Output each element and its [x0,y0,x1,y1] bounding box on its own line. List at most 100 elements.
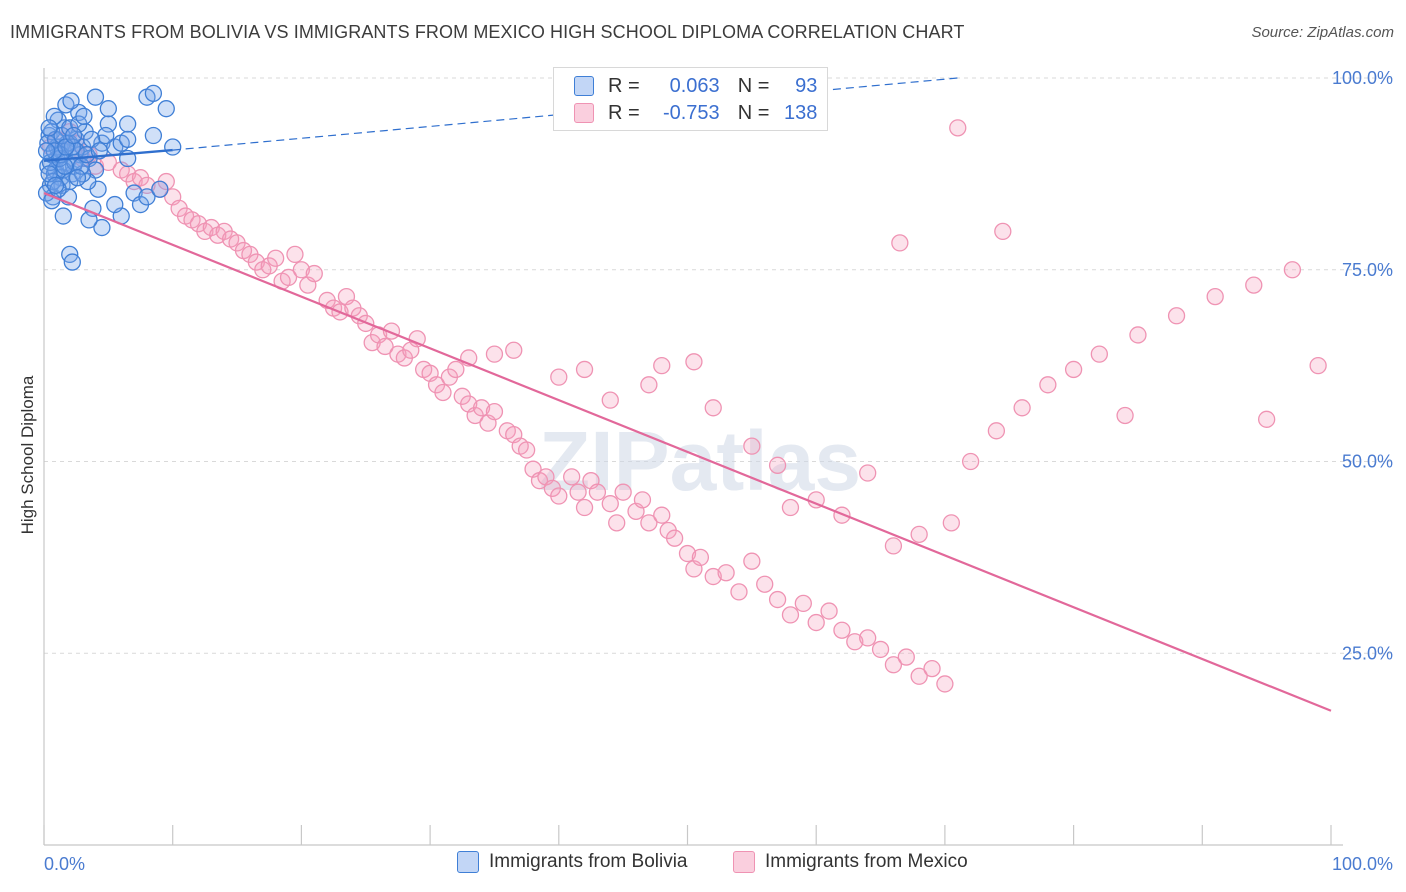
legend-row-mexico: R = -0.753 N = 138 [574,101,817,125]
y-tick-label: 50.0% [1342,452,1393,472]
bolivia-points [37,84,182,271]
mexico-point [994,222,1012,241]
mexico-point [743,552,761,570]
mexico-point [961,452,980,471]
x-tick-label: 0.0% [44,854,85,874]
mexico-point [1258,410,1276,428]
mexico-point [910,525,928,544]
mexico-point [871,640,890,659]
mexico-point [563,468,581,486]
mexico-point [588,483,607,501]
n-label: N = [737,74,770,97]
mexico-point [1245,276,1263,294]
mexico-point [891,234,909,252]
mexico-legend-swatch-icon [733,851,755,873]
bolivia-point [75,107,93,125]
mexico-point [640,514,658,532]
mexico-point [923,659,941,678]
bolivia-point [62,92,80,110]
mexico-point [608,514,626,532]
bolivia-point [164,138,182,156]
bolivia-point [97,126,115,145]
mexico-points [41,69,1327,693]
mexico-point [640,376,658,394]
mexico-point [485,345,504,363]
mexico-point [376,337,394,356]
tick-labels: 25.0% 50.0% 75.0% 100.0% 0.0% 100.0% [44,68,1393,874]
mexico-point [756,575,774,593]
mexico-point [949,119,967,137]
n-label: N = [737,101,770,124]
bolivia-point [68,169,87,187]
mexico-point [653,506,671,524]
mexico-point [1064,360,1083,379]
mexico-point [305,264,323,283]
mexico-point [1116,406,1134,425]
bolivia-point [144,84,163,102]
bolivia-point [40,119,58,137]
r-label: R = [608,101,640,124]
mexico-n-value: 138 [784,101,818,124]
legend-row-bolivia: R = 0.063 N = 93 [574,74,817,98]
r-label: R = [608,74,640,97]
bolivia-n-value: 93 [795,74,818,97]
mexico-point [1167,307,1186,325]
bolivia-point [63,253,81,271]
bottom-legend-bolivia: Immigrants from Bolivia [457,851,688,873]
y-tick-label: 75.0% [1342,260,1393,280]
mexico-point [781,606,800,624]
mexico-point [601,495,619,513]
mexico-point [807,613,825,632]
bolivia-point [54,207,72,225]
mexico-point [505,341,523,359]
mexico-point [1090,345,1108,363]
mexico-point [472,399,491,417]
mexico-point [434,383,452,402]
bolivia-point [119,130,137,149]
mexico-point [846,633,864,651]
mexico-point [447,360,465,379]
y-tick-label: 25.0% [1342,643,1393,663]
mexico-point [936,675,954,693]
trend-lines [43,77,1332,712]
chart-title: IMMIGRANTS FROM BOLIVIA VS IMMIGRANTS FR… [10,22,965,42]
mexico-point [665,529,684,547]
mexico-swatch-icon [574,103,594,123]
mexico-point [601,391,619,409]
mexico-point [1039,376,1057,394]
watermark: ZIPatlas [539,414,861,508]
mexico-r-value: -0.753 [662,101,720,124]
mexico-point [614,483,632,501]
bolivia-point [64,126,83,145]
mexico-point [550,368,568,386]
mexico-point [942,514,960,532]
mexico-point [768,456,787,474]
bolivia-point [37,142,56,160]
mexico-point [575,498,594,517]
mexico-point [833,621,851,639]
mexico-point [768,590,787,609]
bolivia-point [119,115,137,133]
bolivia-point [86,88,105,106]
mexico-point [408,330,426,348]
mexico-point [781,498,800,517]
mexico-point [910,667,928,685]
mexico-point [897,648,915,666]
mexico-point [517,441,536,459]
bolivia-r-value: 0.063 [669,74,720,97]
bolivia-point [106,195,124,214]
y-tick-label: 100.0% [1332,68,1393,88]
mexico-point [1206,287,1224,306]
bolivia-point [157,100,175,118]
mexico-point [1013,399,1031,417]
bolivia-legend-swatch-icon [457,851,479,873]
mexico-point [633,491,652,509]
bolivia-point [99,100,117,118]
mexico-point [859,629,877,647]
mexico-point [569,483,587,501]
mexico-point [820,602,838,620]
mexico-point [884,656,903,674]
bolivia-point [151,180,169,198]
bolivia-point [46,176,65,195]
